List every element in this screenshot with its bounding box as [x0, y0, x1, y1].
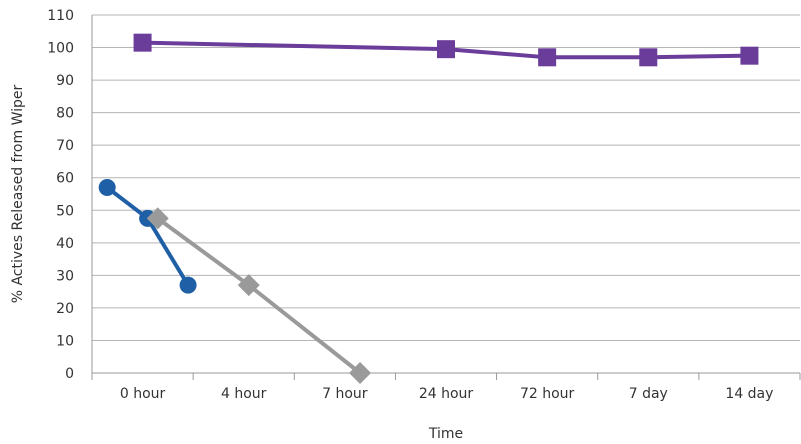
data-point-square [437, 40, 455, 59]
x-tick-label: 7 hour [322, 386, 368, 402]
series-line [156, 216, 362, 375]
series-square [133, 33, 759, 67]
data-point-circle [98, 178, 116, 196]
y-tick-label: 40 [56, 236, 74, 252]
y-tick-label: 100 [47, 41, 74, 57]
data-point-square [740, 46, 759, 65]
y-tick-label: 0 [65, 366, 74, 382]
x-tick-labels: 0 hour 4 hour 7 hour 24 hour 72 hour 7 day 14 … [91, 373, 801, 402]
data-point-diamond [237, 274, 260, 297]
y-tick-label: 110 [47, 8, 74, 24]
data-point-square [538, 48, 557, 67]
x-tick-label: 7 day [629, 386, 668, 402]
x-tick-label: 0 hour [120, 386, 166, 402]
series-diamond [146, 207, 372, 384]
y-tick-label: 30 [56, 268, 74, 284]
series-line [105, 185, 190, 287]
series-group [98, 33, 759, 384]
y-tick-labels: 0 10 20 30 40 50 60 70 80 90 100 110 [47, 8, 74, 382]
y-axis-label: % Actives Released from Wiper [10, 84, 26, 303]
y-tick-label: 70 [56, 138, 74, 154]
x-axis-label: Time [428, 426, 463, 442]
data-point-diamond [146, 207, 169, 230]
data-point-diamond [349, 362, 372, 384]
x-tick-label: 72 hour [520, 386, 575, 402]
y-tick-label: 10 [56, 333, 74, 349]
data-point-circle [179, 276, 197, 294]
gridlines [92, 14, 800, 341]
x-tick-label: 4 hour [221, 386, 267, 402]
y-tick-label: 50 [56, 203, 74, 219]
x-tick-label: 24 hour [419, 386, 474, 402]
y-tick-label: 80 [56, 106, 74, 122]
y-tick-label: 90 [56, 73, 74, 89]
y-tick-label: 20 [56, 301, 74, 317]
y-tick-label: 60 [56, 171, 74, 187]
data-point-square [133, 33, 152, 52]
data-point-square [639, 48, 658, 67]
x-tick-label: 14 day [725, 386, 773, 402]
